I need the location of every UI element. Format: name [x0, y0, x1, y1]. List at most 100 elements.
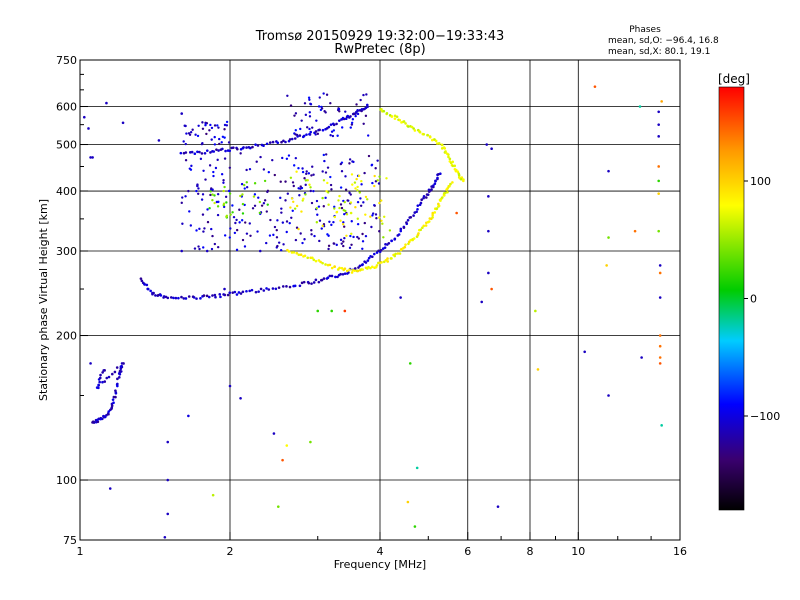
echo-point [356, 235, 359, 239]
echo-point [301, 241, 304, 245]
echo-point [277, 241, 281, 244]
trace-point [293, 284, 297, 288]
echo-point [191, 128, 194, 131]
trace-point [99, 417, 103, 421]
x-tick-label: 6 [464, 545, 471, 558]
trace-point [345, 269, 349, 273]
trace-point [250, 288, 254, 292]
trace-point [353, 267, 357, 270]
echo-point [256, 230, 259, 233]
echo-point [377, 182, 381, 185]
echo-point [341, 116, 345, 120]
trace-point [317, 259, 321, 262]
scatter-point [607, 394, 610, 397]
echo-point [294, 156, 298, 160]
echo-point [377, 216, 381, 219]
trace-point [412, 127, 415, 130]
echo-point [241, 193, 244, 196]
echo-point [295, 170, 298, 173]
trace-point [412, 237, 416, 240]
trace-point [434, 179, 437, 183]
trace-point [412, 214, 415, 217]
echo-point [213, 194, 216, 197]
echo-point [263, 199, 267, 202]
echo-point [373, 184, 376, 188]
echo-point [375, 216, 378, 220]
echo-point [181, 222, 184, 225]
echo-point [342, 240, 345, 243]
trace-point [152, 291, 155, 295]
echo-point [225, 120, 229, 124]
echo-point [216, 124, 219, 127]
trace-point [119, 370, 123, 373]
data-points [82, 85, 663, 539]
echo-point [378, 175, 381, 178]
echo-point [218, 142, 221, 146]
echo-point [354, 114, 357, 118]
trace-point [327, 125, 331, 129]
echo-point [355, 103, 358, 106]
echo-point [269, 218, 272, 222]
trace-point [103, 369, 106, 372]
echo-point [335, 210, 339, 214]
x-tick-label: 10 [571, 545, 585, 558]
echo-point [310, 233, 313, 236]
trace-point [369, 266, 372, 270]
echo-point [245, 186, 249, 189]
echo-point [275, 236, 279, 239]
echo-point [275, 228, 278, 232]
scatter-point [281, 458, 284, 462]
trace-point [190, 150, 194, 154]
trace-point [282, 139, 285, 143]
echo-point [220, 141, 223, 144]
trace-point [179, 151, 183, 155]
trace-point [425, 196, 428, 199]
trace-point [192, 296, 196, 299]
trace-point [122, 362, 125, 365]
echo-point [297, 227, 300, 231]
echo-point [229, 227, 232, 230]
echo-point [208, 129, 211, 132]
scatter-point [309, 440, 312, 444]
echo-point [204, 178, 207, 181]
echo-point [340, 206, 344, 210]
scatter-point [657, 165, 660, 168]
echo-point [307, 96, 311, 99]
trace-point [447, 155, 450, 159]
echo-point [382, 236, 385, 239]
echo-point [199, 157, 203, 161]
trace-point [451, 160, 454, 164]
echo-point [301, 167, 304, 170]
trace-point [341, 272, 345, 276]
echo-point [202, 230, 205, 233]
scatter-point [330, 309, 334, 313]
colorbar [718, 86, 745, 511]
echo-point [223, 123, 227, 127]
trace-point [361, 263, 364, 266]
echo-point [187, 132, 191, 135]
trace-point [372, 252, 376, 256]
trace-point [334, 275, 337, 279]
trace-point [395, 115, 399, 119]
echo-point [195, 189, 198, 193]
echo-point [336, 134, 339, 137]
trace-point [404, 122, 407, 125]
echo-point [218, 137, 221, 141]
scatter-point [657, 229, 660, 233]
echo-point [206, 220, 210, 224]
y-axis-ticks: 75 100 200 300 400 500 600 750 [56, 54, 88, 547]
echo-point [216, 192, 220, 196]
echo-point [276, 244, 279, 248]
echo-point [328, 220, 331, 223]
trace-point [274, 287, 278, 291]
trace-point [177, 296, 180, 300]
trace-point [97, 386, 100, 390]
trace-point [98, 376, 102, 380]
echo-point [332, 129, 336, 132]
scatter-point [480, 300, 484, 304]
trace-point [306, 256, 310, 260]
trace-point [409, 238, 412, 242]
trace-point [448, 184, 451, 188]
echo-point [255, 160, 258, 163]
echo-point [298, 194, 301, 197]
